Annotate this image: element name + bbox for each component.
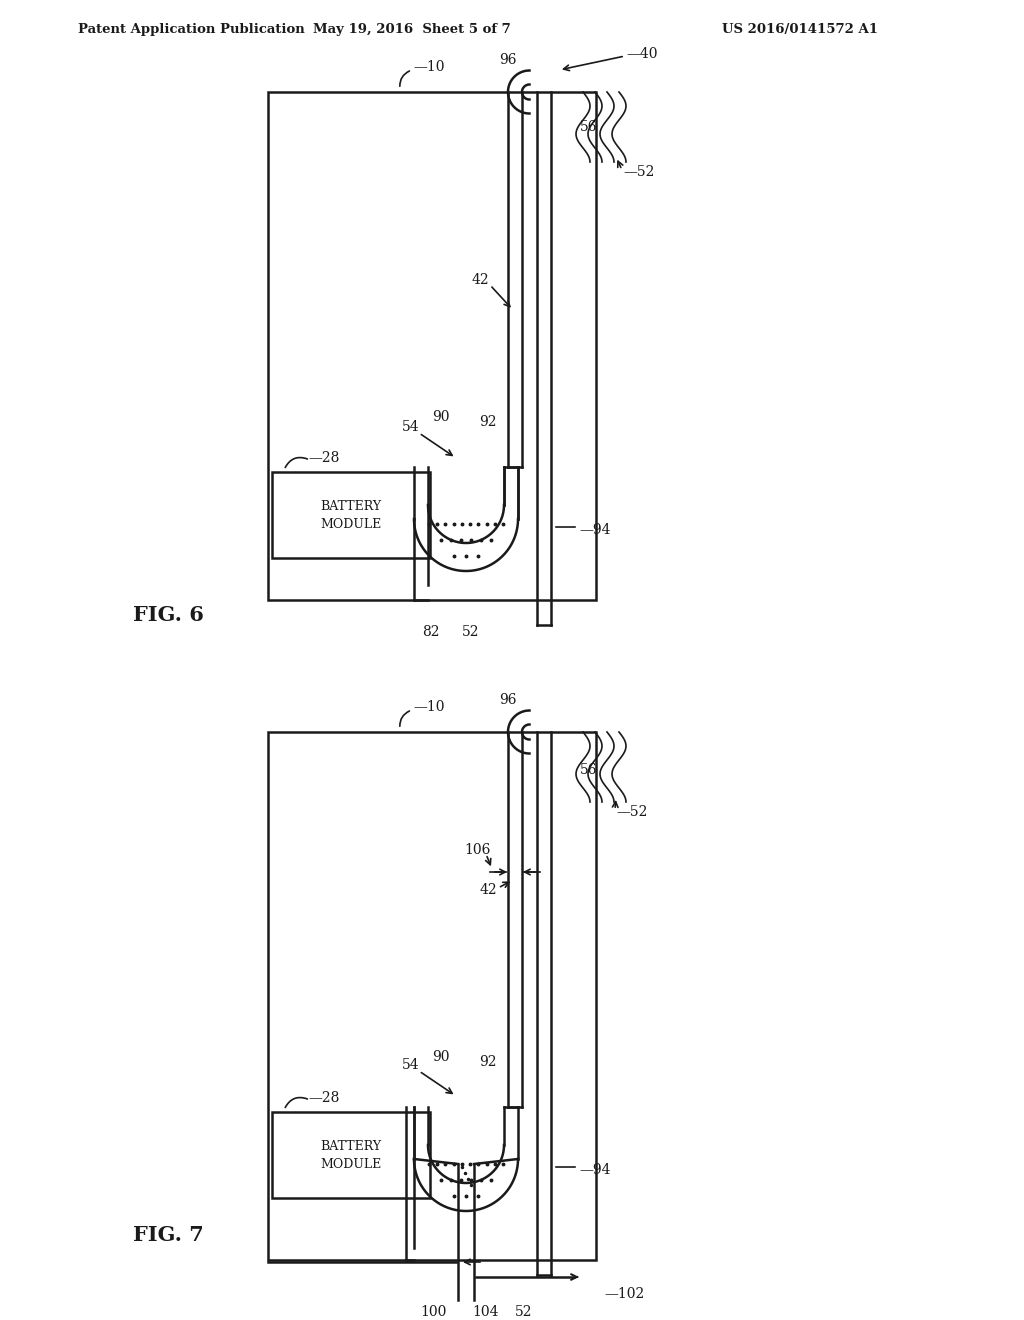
Text: Patent Application Publication: Patent Application Publication	[78, 22, 305, 36]
Text: MODULE: MODULE	[321, 517, 382, 531]
Text: 56: 56	[581, 120, 598, 135]
Text: —10: —10	[413, 700, 444, 714]
Text: 90: 90	[432, 411, 450, 424]
Text: —94: —94	[579, 523, 610, 537]
Text: —28: —28	[308, 451, 339, 465]
Text: 100: 100	[420, 1305, 446, 1319]
Text: BATTERY: BATTERY	[321, 1140, 382, 1154]
Bar	[272, 473, 430, 558]
Text: 96: 96	[500, 53, 517, 67]
Text: —102: —102	[604, 1287, 644, 1302]
Text: 104: 104	[473, 1305, 500, 1319]
Text: FIG. 6: FIG. 6	[132, 605, 204, 624]
Bar	[268, 733, 596, 1261]
Text: 42: 42	[471, 273, 488, 286]
Text: 92: 92	[479, 414, 497, 429]
Text: 54: 54	[402, 1059, 420, 1072]
Text: May 19, 2016  Sheet 5 of 7: May 19, 2016 Sheet 5 of 7	[313, 22, 511, 36]
Text: 82: 82	[422, 624, 439, 639]
Text: 52: 52	[462, 624, 480, 639]
Text: —10: —10	[413, 59, 444, 74]
Text: 96: 96	[500, 693, 517, 708]
Text: FIG. 7: FIG. 7	[133, 1225, 204, 1245]
Text: —40: —40	[626, 48, 657, 61]
Text: —28: —28	[308, 1092, 339, 1105]
Text: 56: 56	[581, 763, 598, 777]
Text: BATTERY: BATTERY	[321, 500, 382, 513]
Text: —52: —52	[623, 165, 654, 180]
Text: 54: 54	[402, 420, 420, 434]
Text: 42: 42	[479, 883, 497, 898]
Text: —94: —94	[579, 1163, 610, 1177]
Text: 90: 90	[432, 1049, 450, 1064]
Text: MODULE: MODULE	[321, 1158, 382, 1171]
Text: US 2016/0141572 A1: US 2016/0141572 A1	[722, 22, 878, 36]
Bar	[268, 92, 596, 601]
Text: 92: 92	[479, 1055, 497, 1069]
Text: —52: —52	[616, 805, 647, 818]
Text: 106: 106	[465, 843, 492, 857]
Text: 52: 52	[515, 1305, 532, 1319]
Bar	[272, 1111, 430, 1199]
